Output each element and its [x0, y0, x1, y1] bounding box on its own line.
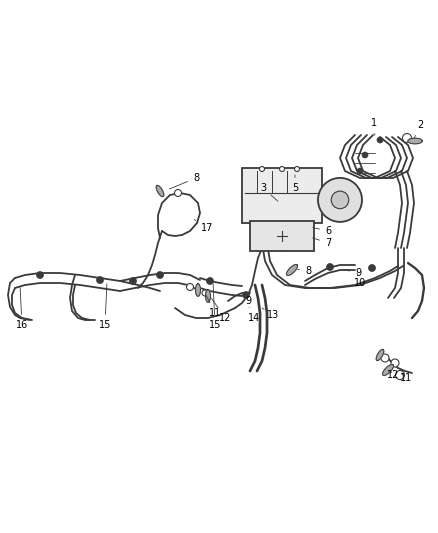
- Text: 12: 12: [387, 370, 399, 380]
- Polygon shape: [205, 290, 210, 302]
- Circle shape: [331, 191, 349, 209]
- Circle shape: [396, 370, 405, 379]
- Circle shape: [377, 137, 383, 143]
- Circle shape: [326, 263, 333, 271]
- Circle shape: [259, 166, 265, 172]
- Circle shape: [318, 178, 362, 222]
- Circle shape: [206, 278, 213, 285]
- FancyBboxPatch shape: [250, 221, 314, 251]
- Circle shape: [36, 271, 43, 279]
- Circle shape: [174, 190, 181, 197]
- FancyBboxPatch shape: [242, 168, 322, 223]
- Text: 15: 15: [209, 284, 221, 330]
- Circle shape: [156, 271, 163, 279]
- Text: 9: 9: [344, 268, 361, 278]
- Circle shape: [130, 278, 137, 285]
- Text: 8: 8: [298, 266, 311, 276]
- Circle shape: [362, 152, 368, 158]
- Circle shape: [279, 166, 285, 172]
- Text: 10: 10: [354, 273, 366, 288]
- Polygon shape: [156, 185, 164, 197]
- Text: 15: 15: [99, 284, 111, 330]
- Text: 12: 12: [212, 298, 231, 323]
- Polygon shape: [376, 350, 384, 361]
- Polygon shape: [408, 138, 422, 144]
- Text: 16: 16: [16, 288, 28, 330]
- Text: 9: 9: [244, 296, 251, 306]
- Circle shape: [202, 290, 208, 296]
- Circle shape: [357, 168, 363, 174]
- Circle shape: [187, 284, 194, 290]
- Text: 6: 6: [313, 226, 331, 236]
- Text: 11: 11: [400, 373, 412, 383]
- Text: 5: 5: [292, 175, 298, 193]
- Text: 13: 13: [262, 308, 279, 320]
- Text: 1: 1: [371, 118, 377, 135]
- Circle shape: [391, 359, 399, 367]
- Circle shape: [243, 292, 250, 298]
- Text: 7: 7: [313, 238, 331, 248]
- Text: 2: 2: [414, 120, 423, 139]
- Text: 8: 8: [170, 173, 199, 189]
- Circle shape: [381, 354, 389, 362]
- Circle shape: [403, 133, 411, 142]
- Circle shape: [368, 264, 375, 271]
- Polygon shape: [286, 264, 297, 276]
- Circle shape: [96, 277, 103, 284]
- Text: 17: 17: [194, 220, 213, 233]
- Text: 3: 3: [260, 183, 278, 201]
- Polygon shape: [195, 284, 201, 296]
- Text: 14: 14: [248, 308, 260, 323]
- Circle shape: [294, 166, 300, 172]
- Text: 11: 11: [206, 295, 221, 318]
- Polygon shape: [382, 365, 393, 375]
